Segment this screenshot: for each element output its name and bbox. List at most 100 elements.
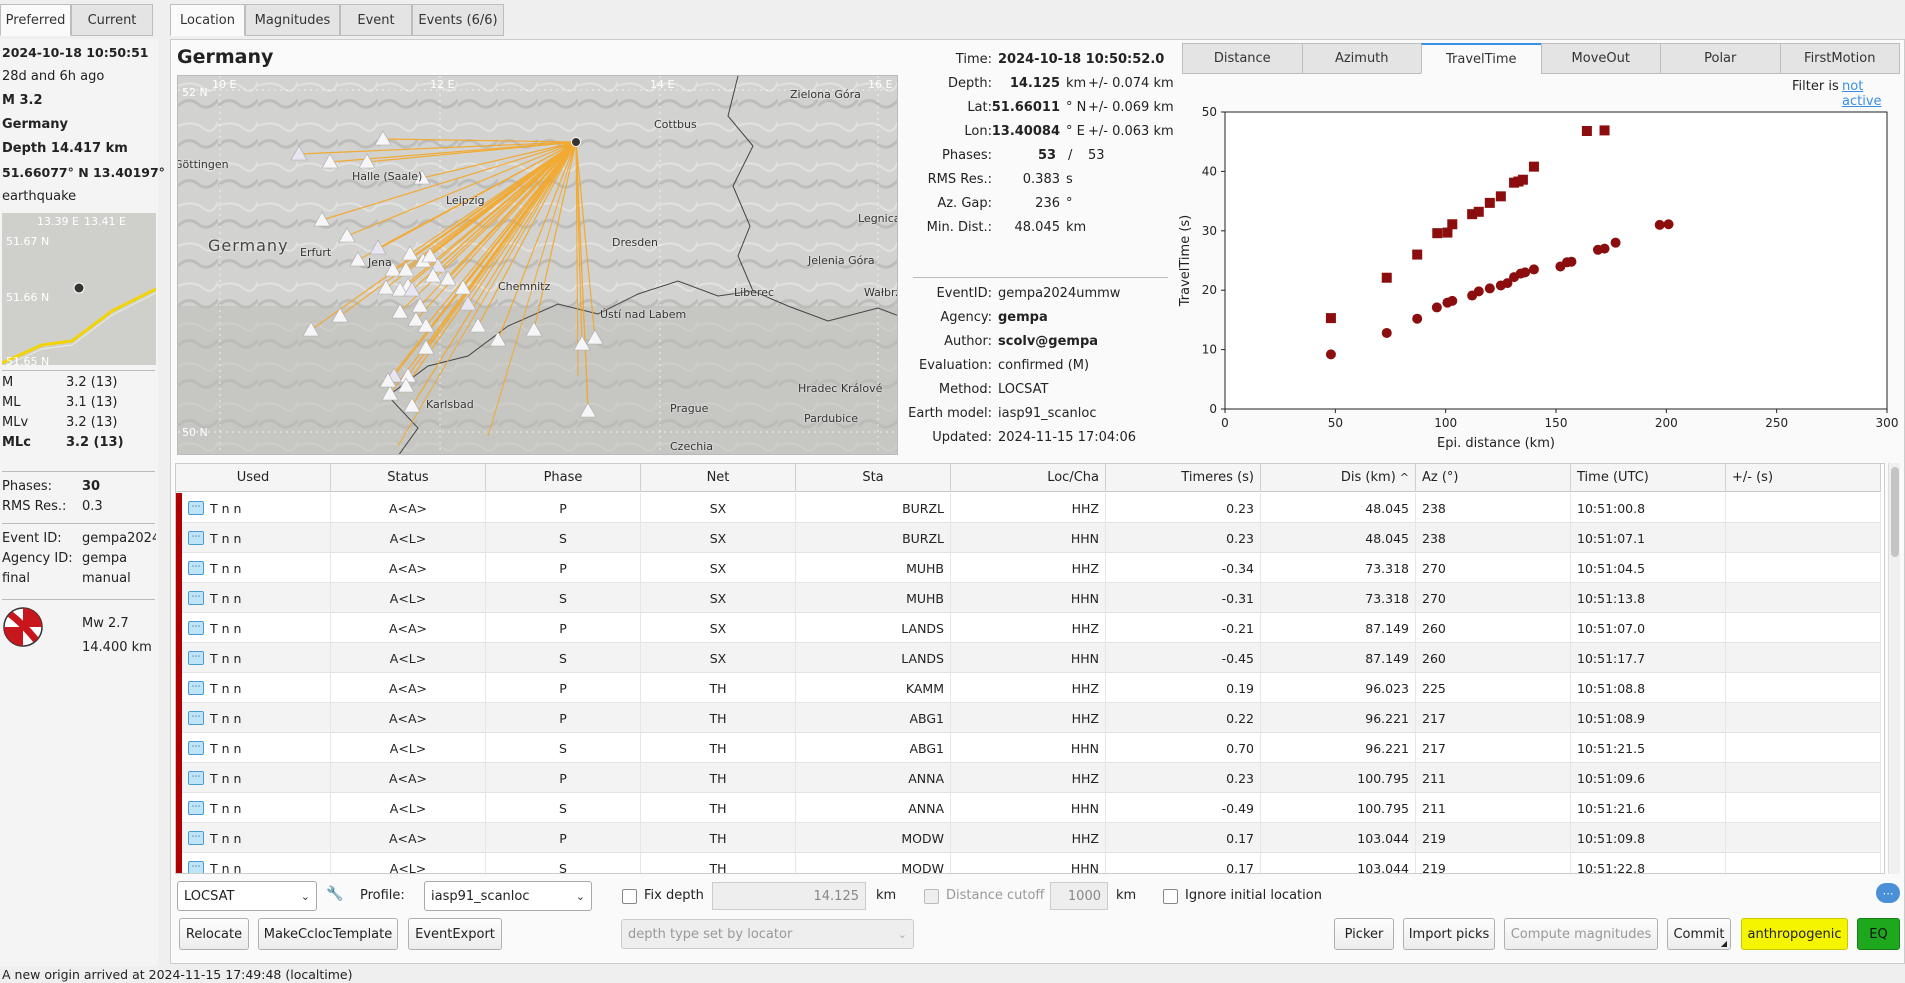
arrival-table[interactable]: Used Status Phase Net Sta Loc/Cha Timeres (s) D… [175, 463, 1885, 874]
used-flags[interactable]: T n n [210, 740, 242, 756]
column-header-time[interactable]: Time (UTC) [1571, 464, 1726, 492]
pick-details-icon[interactable]: ⋯ [188, 651, 204, 665]
column-header-res[interactable]: Timeres (s) [1106, 464, 1261, 492]
traveltime-point[interactable] [1520, 267, 1531, 278]
table-scrollbar[interactable] [1888, 463, 1900, 874]
chat-bubble-icon[interactable]: ⋯ [1876, 883, 1900, 903]
column-header-dist[interactable]: Dis (km) ^ [1261, 464, 1416, 492]
origin-map[interactable]: Zielona Góra Cottbus Göttingen Halle (Saale… [177, 75, 898, 455]
station-marker[interactable] [391, 281, 409, 297]
table-row[interactable]: ⋯ T n n A<A> P TH ABG1 HHZ 0.22 96.221 217 10:51:0… [176, 703, 1881, 733]
station-marker[interactable] [397, 377, 415, 393]
station-marker[interactable] [377, 279, 395, 295]
pick-details-icon[interactable]: ⋯ [188, 531, 204, 545]
plot-tab-azimuth[interactable]: Azimuth [1301, 43, 1422, 74]
pick-details-icon[interactable]: ⋯ [188, 861, 204, 873]
column-header-cha[interactable]: Loc/Cha [951, 464, 1106, 492]
traveltime-point[interactable] [1599, 243, 1610, 254]
traveltime-point[interactable] [1381, 272, 1392, 283]
station-marker[interactable] [439, 270, 457, 286]
used-flags[interactable]: T n n [210, 500, 242, 516]
traveltime-point[interactable] [1381, 327, 1392, 338]
table-row[interactable]: ⋯ T n n A<A> P SX LANDS HHZ -0.21 87.149 260 10:51… [176, 613, 1881, 643]
traveltime-point[interactable] [1412, 313, 1423, 324]
traveltime-plot[interactable]: 0 50 100 150 200 250 300 0 10 20 30 40 50 Epi. distan… [1175, 100, 1905, 460]
column-header-used[interactable]: Used [176, 464, 331, 492]
profile-select[interactable]: iasp91_scanloc ⌄ [424, 881, 592, 911]
table-row[interactable]: ⋯ T n n A<L> S SX MUHB HHN -0.31 73.318 270 10:51:… [176, 583, 1881, 613]
pick-details-icon[interactable]: ⋯ [188, 501, 204, 515]
station-marker[interactable] [454, 279, 472, 295]
column-header-sta[interactable]: Sta [796, 464, 951, 492]
focal-mechanism-beachball[interactable] [2, 606, 44, 648]
commit-button[interactable]: Commit ◢ [1667, 918, 1731, 950]
used-flags[interactable]: T n n [210, 830, 242, 846]
event-export-button[interactable]: EventExport [408, 918, 502, 950]
pick-details-icon[interactable]: ⋯ [188, 621, 204, 635]
traveltime-point[interactable] [1566, 256, 1577, 267]
pick-details-icon[interactable]: ⋯ [188, 561, 204, 575]
traveltime-point[interactable] [1502, 278, 1513, 289]
table-row[interactable]: ⋯ T n n A<A> P SX BURZL HHZ 0.23 48.045 238 10:51:… [176, 493, 1881, 523]
station-marker[interactable] [417, 317, 435, 333]
compute-magnitudes-button[interactable]: Compute magnitudes [1504, 918, 1658, 950]
station-marker[interactable] [338, 227, 356, 243]
tab-preferred[interactable]: Preferred [0, 4, 71, 36]
column-header-az[interactable]: Az (°) [1416, 464, 1571, 492]
pick-details-icon[interactable]: ⋯ [188, 741, 204, 755]
ignore-initial-checkbox[interactable] [1163, 889, 1178, 904]
fix-depth-input[interactable]: 14.125 [712, 882, 866, 910]
traveltime-point[interactable] [1412, 249, 1423, 260]
station-marker[interactable] [403, 281, 421, 297]
traveltime-point[interactable] [1528, 161, 1539, 172]
station-marker[interactable] [407, 311, 425, 327]
column-header-net[interactable]: Net [641, 464, 796, 492]
tab-current[interactable]: Current [71, 4, 153, 36]
pick-details-icon[interactable]: ⋯ [188, 591, 204, 605]
column-header-err[interactable]: +/- (s) [1726, 464, 1881, 492]
station-marker[interactable] [586, 329, 604, 345]
pick-details-icon[interactable]: ⋯ [188, 801, 204, 815]
used-flags[interactable]: T n n [210, 650, 242, 666]
traveltime-point[interactable] [1442, 227, 1453, 238]
traveltime-point[interactable] [1517, 174, 1528, 185]
traveltime-point[interactable] [1484, 197, 1495, 208]
anthropogenic-button[interactable]: anthropogenic [1741, 918, 1848, 950]
station-marker[interactable] [313, 211, 331, 227]
station-marker[interactable] [349, 251, 367, 267]
traveltime-point[interactable] [1473, 286, 1484, 297]
pick-details-icon[interactable]: ⋯ [188, 711, 204, 725]
fix-depth-checkbox[interactable] [622, 889, 637, 904]
relocate-button[interactable]: Relocate [179, 918, 249, 950]
station-marker[interactable] [379, 372, 397, 388]
eq-button[interactable]: EQ [1857, 918, 1900, 950]
column-header-status[interactable]: Status [331, 464, 486, 492]
used-flags[interactable]: T n n [210, 620, 242, 636]
table-row[interactable]: ⋯ T n n A<A> P TH ANNA HHZ 0.23 100.795 211 10:51:… [176, 763, 1881, 793]
station-marker[interactable] [369, 239, 387, 255]
traveltime-point[interactable] [1495, 191, 1506, 202]
traveltime-point[interactable] [1431, 302, 1442, 313]
plot-tab-moveout[interactable]: MoveOut [1540, 43, 1661, 74]
scrollbar-thumb[interactable] [1891, 467, 1899, 557]
station-marker[interactable] [459, 295, 477, 311]
station-marker[interactable] [358, 153, 376, 169]
mini-map[interactable]: 13.39 E 13.41 E 51.67 N 51.66 N 51.65 N [2, 213, 156, 365]
traveltime-point[interactable] [1325, 313, 1336, 324]
plot-tab-traveltime[interactable]: TravelTime [1421, 43, 1542, 74]
traveltime-point[interactable] [1447, 219, 1458, 230]
table-row[interactable]: ⋯ T n n A<L> S TH ABG1 HHN 0.70 96.221 217 10:51:2… [176, 733, 1881, 763]
make-ccloc-template-button[interactable]: MakeCclocTemplate [258, 918, 398, 950]
table-row[interactable]: ⋯ T n n A<L> S TH MODW HHN 0.17 103.044 219 10:51:… [176, 853, 1881, 873]
traveltime-point[interactable] [1663, 219, 1674, 230]
tab-events[interactable]: Events (6/6) [412, 4, 504, 36]
station-marker[interactable] [413, 169, 431, 185]
station-marker[interactable] [321, 153, 339, 169]
traveltime-point[interactable] [1581, 126, 1592, 137]
column-header-phase[interactable]: Phase [486, 464, 641, 492]
pick-details-icon[interactable]: ⋯ [188, 831, 204, 845]
station-marker[interactable] [489, 331, 507, 347]
station-marker[interactable] [573, 335, 591, 351]
station-marker[interactable] [391, 303, 409, 319]
traveltime-point[interactable] [1484, 283, 1495, 294]
